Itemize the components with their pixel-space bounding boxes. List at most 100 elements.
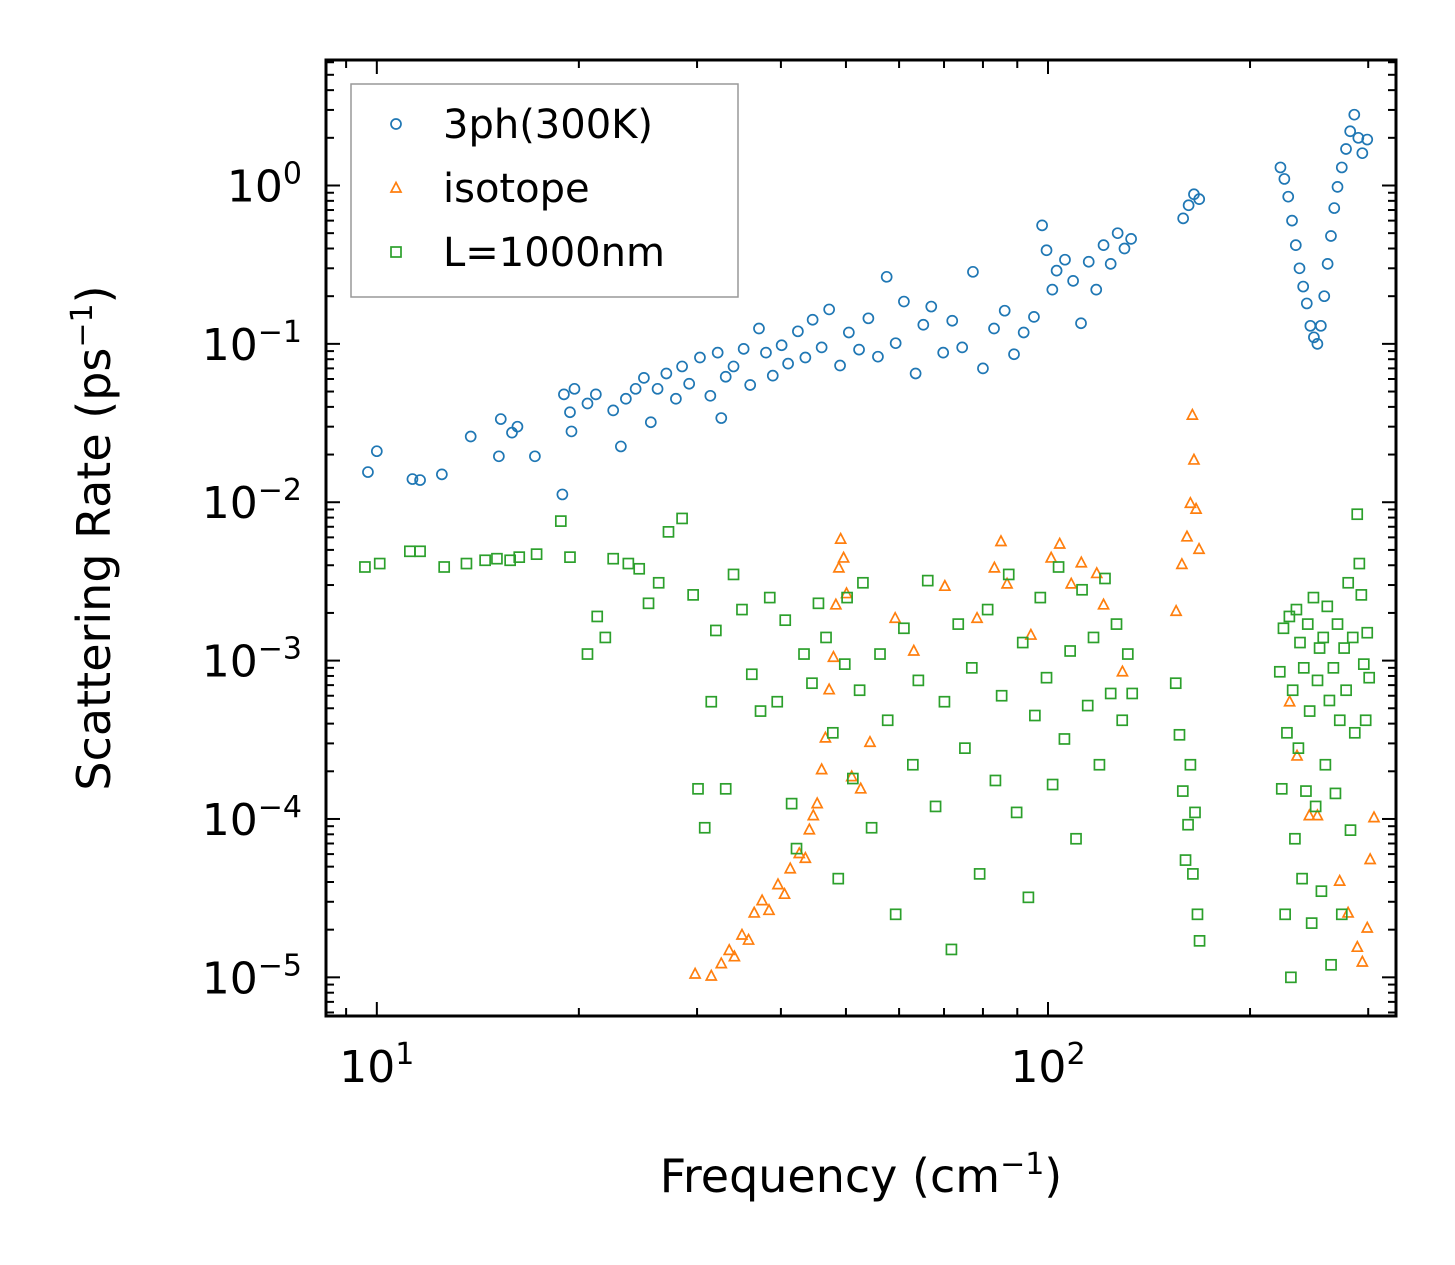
data-point — [688, 966, 702, 979]
data-point — [806, 313, 819, 326]
data-point — [1000, 576, 1014, 589]
data-point — [799, 351, 812, 364]
data-point — [838, 658, 851, 670]
data-point — [1121, 648, 1134, 660]
data-point — [676, 360, 688, 373]
data-point — [1341, 905, 1355, 918]
data-point — [1028, 311, 1040, 323]
data-point — [1183, 495, 1197, 509]
data-point — [1285, 971, 1297, 984]
data-point — [1002, 568, 1015, 581]
data-point — [660, 367, 673, 380]
data-point — [771, 877, 785, 890]
data-point — [956, 341, 969, 354]
data-point — [1169, 603, 1183, 617]
data-point — [568, 382, 581, 395]
data-point — [745, 668, 758, 681]
legend-entry: 3ph(300K) — [390, 102, 653, 148]
legend-label: isotope — [443, 166, 590, 212]
data-point — [1314, 319, 1327, 332]
data-point — [762, 902, 776, 916]
data-point — [1187, 868, 1199, 880]
data-point — [1193, 934, 1206, 947]
data-point — [581, 648, 594, 660]
data-point — [1040, 671, 1053, 684]
data-point — [989, 774, 1002, 787]
data-point — [812, 597, 825, 610]
data-point — [945, 943, 958, 956]
data-point — [722, 943, 736, 956]
data-point — [529, 450, 541, 463]
data-point — [719, 370, 732, 383]
data-point — [1177, 212, 1190, 225]
data-point — [763, 591, 776, 604]
data-point — [995, 689, 1008, 702]
data-point — [406, 473, 419, 485]
data-point — [921, 574, 934, 587]
data-point — [1169, 677, 1182, 690]
data-point — [1353, 557, 1366, 570]
data-point — [1309, 800, 1322, 813]
data-point — [925, 300, 938, 313]
data-point — [998, 304, 1011, 317]
data-point — [705, 695, 718, 708]
data-point — [530, 548, 543, 561]
data-point — [1367, 810, 1381, 823]
data-point — [1076, 583, 1088, 596]
data-point — [1318, 290, 1331, 303]
data-point — [829, 597, 843, 610]
data-point — [479, 554, 491, 567]
data-point — [1361, 133, 1374, 146]
data-point — [436, 468, 448, 481]
data-point — [946, 314, 959, 327]
data-point — [1355, 954, 1369, 967]
data-point — [1327, 661, 1340, 674]
data-point — [438, 561, 451, 573]
data-point — [1301, 618, 1314, 630]
data-point — [1351, 508, 1364, 521]
data-point — [841, 591, 853, 604]
data-point — [1097, 239, 1110, 252]
data-point — [1344, 125, 1357, 138]
x-tick-label: 101 — [339, 1037, 414, 1093]
data-point — [1104, 258, 1117, 270]
data-point — [981, 603, 994, 616]
data-point — [1300, 785, 1312, 797]
data-point — [1350, 939, 1364, 953]
data-point — [359, 561, 371, 573]
data-point — [917, 318, 930, 331]
data-point — [744, 379, 757, 391]
data-point — [704, 389, 717, 402]
data-point — [704, 968, 718, 981]
data-point — [1116, 664, 1129, 677]
data-point — [1297, 280, 1310, 293]
tick-labels: 101 102 100 10−1 10−2 10−3 10−4 10−5 — [202, 156, 1086, 1093]
data-point — [1074, 555, 1088, 568]
legend: 3ph(300K) isotope L=1000nm — [350, 83, 739, 298]
data-point — [994, 534, 1008, 547]
data-point — [652, 576, 665, 589]
data-point — [1321, 600, 1334, 613]
legend-entry: isotope — [389, 166, 590, 212]
data-point — [1286, 214, 1298, 227]
legend-marker — [390, 246, 402, 258]
data-point — [676, 512, 688, 525]
data-point — [1182, 818, 1194, 831]
data-point — [1090, 283, 1103, 296]
data-point — [1082, 255, 1095, 268]
data-point — [1017, 326, 1030, 339]
data-point — [581, 397, 594, 410]
data-point — [493, 450, 505, 463]
data-point — [491, 552, 503, 565]
data-point — [1300, 297, 1313, 310]
data-point — [1053, 536, 1067, 549]
data-point — [832, 872, 845, 885]
data-point — [1118, 242, 1131, 255]
data-point — [898, 295, 910, 308]
data-point — [607, 404, 620, 417]
data-point — [1283, 610, 1296, 623]
data-point — [853, 343, 865, 356]
data-point — [1335, 161, 1348, 174]
data-point — [1319, 758, 1332, 771]
